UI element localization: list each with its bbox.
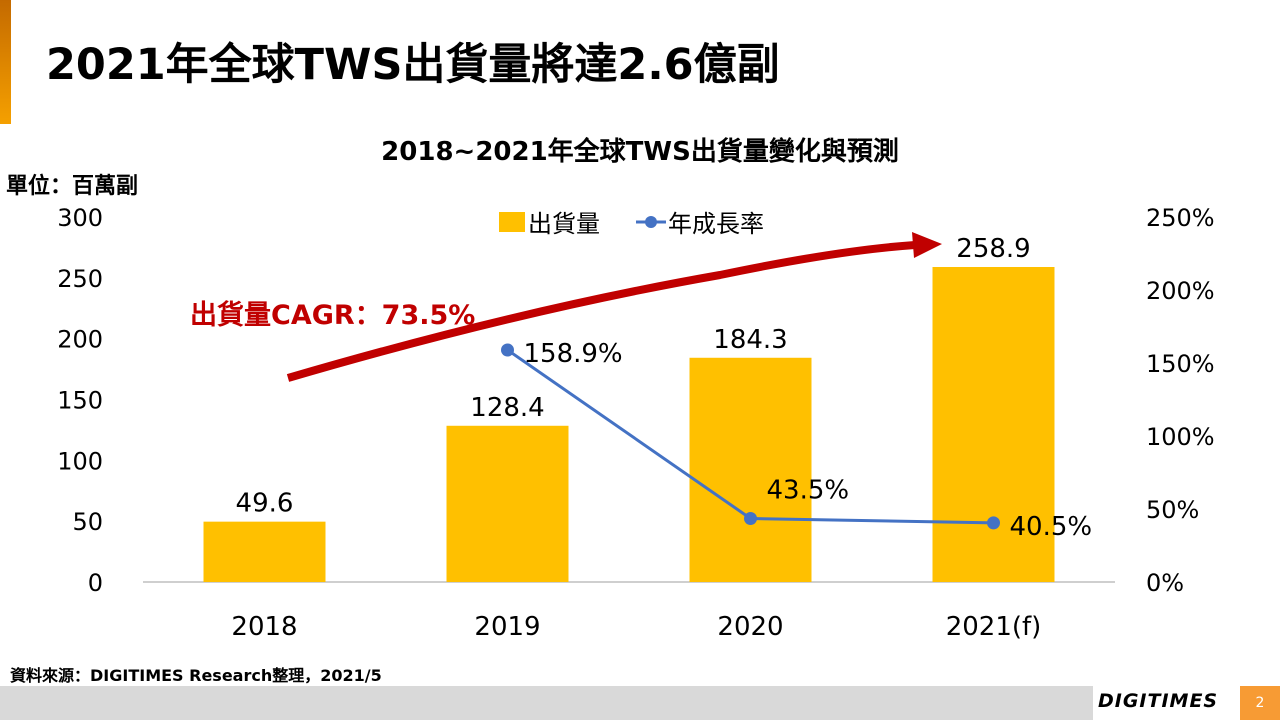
cagr-arrow <box>286 241 916 382</box>
bar-data-label: 49.6 <box>236 489 294 519</box>
growth-point <box>501 343 514 357</box>
bar <box>932 267 1055 582</box>
x-tick-label: 2019 <box>474 612 540 642</box>
digitimes-logo: DIGITIMES <box>1098 690 1219 712</box>
bar <box>203 521 326 582</box>
accent-bar <box>0 0 11 124</box>
legend-bar-swatch <box>499 212 525 232</box>
chart-title: 2018~2021年全球TWS出貨量變化與預測 <box>381 136 899 167</box>
cagr-annotation: 出貨量CAGR：73.5% <box>190 299 475 331</box>
right-tick-label: 0% <box>1146 569 1184 597</box>
bar-data-label: 258.9 <box>956 234 1030 264</box>
left-tick-label: 250 <box>57 265 103 293</box>
footer-bar <box>0 686 1093 720</box>
page-number: 2 <box>1240 686 1280 720</box>
left-tick-label: 100 <box>57 447 103 475</box>
x-tick-label: 2021(f) <box>946 612 1042 642</box>
left-tick-label: 0 <box>88 569 103 597</box>
left-tick-label: 200 <box>57 326 103 354</box>
right-tick-label: 100% <box>1146 423 1215 451</box>
right-tick-label: 250% <box>1146 204 1215 232</box>
right-tick-label: 200% <box>1146 277 1215 305</box>
left-tick-label: 50 <box>72 508 103 536</box>
growth-point <box>744 511 757 525</box>
legend-line-label: 年成長率 <box>668 210 764 238</box>
growth-data-label: 40.5% <box>1010 512 1093 542</box>
x-tick-label: 2020 <box>717 612 783 642</box>
cagr-arrow-head <box>912 232 942 258</box>
bar <box>689 357 812 582</box>
legend-line-marker <box>645 216 657 228</box>
source-note: 資料來源：DIGITIMES Research整理，2021/5 <box>10 666 382 685</box>
bar-data-label: 128.4 <box>470 393 544 423</box>
page-title: 2021年全球TWS出貨量將達2.6億副 <box>46 40 780 90</box>
growth-data-label: 158.9% <box>524 339 623 369</box>
bar <box>446 425 569 582</box>
growth-point <box>987 516 1000 530</box>
right-tick-label: 50% <box>1146 496 1199 524</box>
chart: 2018~2021年全球TWS出貨量變化與預測 0 50 100 150 200 250 30… <box>57 136 1215 642</box>
left-tick-label: 150 <box>57 387 103 415</box>
unit-label: 單位：百萬副 <box>6 174 139 199</box>
right-tick-label: 150% <box>1146 350 1215 378</box>
left-tick-label: 300 <box>57 204 103 232</box>
legend-bar-label: 出貨量 <box>528 210 600 238</box>
growth-data-label: 43.5% <box>767 475 850 505</box>
x-tick-label: 2018 <box>231 612 297 642</box>
bar-data-label: 184.3 <box>713 325 787 355</box>
